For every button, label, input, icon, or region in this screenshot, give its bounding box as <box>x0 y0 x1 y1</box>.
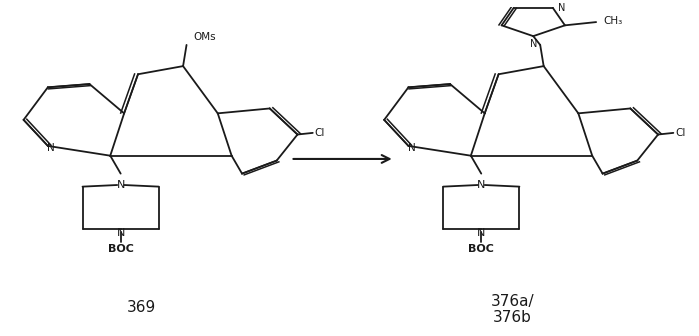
Text: OMs: OMs <box>194 32 216 42</box>
Text: Cl: Cl <box>675 128 686 138</box>
Text: 376b: 376b <box>493 310 532 325</box>
Text: 376a/: 376a/ <box>491 294 534 309</box>
Text: BOC: BOC <box>468 244 494 254</box>
Text: N: N <box>408 142 416 153</box>
Text: 369: 369 <box>127 300 156 315</box>
Text: N: N <box>477 228 485 238</box>
Text: N: N <box>477 180 485 190</box>
Text: BOC: BOC <box>108 244 134 254</box>
Text: CH₃: CH₃ <box>603 16 622 27</box>
Text: N: N <box>559 3 565 13</box>
Text: N: N <box>117 180 125 190</box>
Text: Cl: Cl <box>315 128 325 138</box>
Text: N: N <box>48 142 55 153</box>
Text: N: N <box>530 39 537 49</box>
Text: N: N <box>117 228 125 238</box>
